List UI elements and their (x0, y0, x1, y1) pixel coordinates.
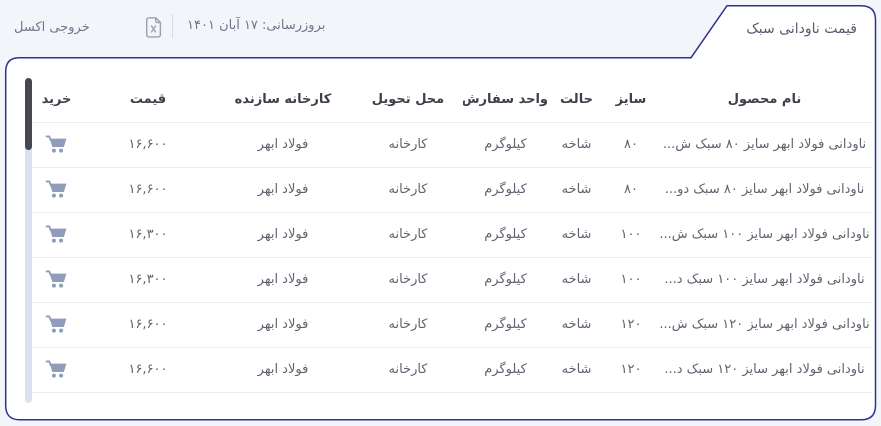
cell-product-name: ناودانی فولاد ابهر سایز ۱۲۰ سبک د... (657, 347, 872, 393)
col-header-order-unit: واحد سفارش (463, 78, 548, 123)
cell-delivery: کارخانه (353, 257, 463, 303)
cell-price: ۱۶,۶۰۰ (83, 302, 213, 348)
cell-factory: فولاد ابهر (213, 302, 353, 348)
cell-state: شاخه (548, 302, 605, 348)
cell-size: ۸۰ (605, 167, 657, 213)
cell-order-unit: کیلوگرم (463, 212, 548, 258)
cell-order-unit: کیلوگرم (463, 257, 548, 303)
cell-size: ۱۰۰ (605, 257, 657, 303)
cell-state: شاخه (548, 167, 605, 213)
toolbar-divider (172, 14, 173, 38)
col-header-factory: کارخانه سازنده (213, 78, 353, 123)
cell-buy (30, 302, 83, 348)
col-header-price: قیمت (83, 78, 213, 123)
excel-file-icon (145, 16, 162, 38)
cell-size: ۱۰۰ (605, 212, 657, 258)
table-row: ناودانی فولاد ابهر سایز ۱۰۰ سبک ش... ۱۰۰… (30, 212, 872, 258)
cell-price: ۱۶,۳۰۰ (83, 257, 213, 303)
cart-icon (45, 180, 67, 198)
cell-buy (30, 347, 83, 393)
cell-state: شاخه (548, 122, 605, 168)
excel-export-button[interactable]: خروجی اکسل (14, 14, 164, 40)
cell-price: ۱۶,۶۰۰ (83, 347, 213, 393)
col-header-delivery: محل تحویل (353, 78, 463, 123)
cell-state: شاخه (548, 347, 605, 393)
cell-buy (30, 212, 83, 258)
cell-product-name: ناودانی فولاد ابهر سایز ۸۰ سبک ش... (657, 122, 872, 168)
cell-order-unit: کیلوگرم (463, 167, 548, 213)
excel-export-label: خروجی اکسل (14, 19, 90, 35)
tab-light-channel-price: قیمت ناودانی سبک (746, 21, 857, 37)
cart-icon (45, 360, 67, 378)
cell-product-name: ناودانی فولاد ابهر سایز ۸۰ سبک دو... (657, 167, 872, 213)
cell-delivery: کارخانه (353, 122, 463, 168)
col-header-buy: خرید (30, 78, 83, 123)
cart-icon (45, 135, 67, 153)
cart-icon (45, 315, 67, 333)
col-header-size: سایز (605, 78, 657, 123)
cell-delivery: کارخانه (353, 212, 463, 258)
table-row: ناودانی فولاد ابهر سایز ۸۰ سبک دو... ۸۰ … (30, 167, 872, 213)
scrollbar-thumb[interactable] (25, 78, 32, 150)
cell-delivery: کارخانه (353, 167, 463, 213)
cell-delivery: کارخانه (353, 347, 463, 393)
cell-order-unit: کیلوگرم (463, 302, 548, 348)
cell-factory: فولاد ابهر (213, 167, 353, 213)
add-to-cart-button[interactable] (39, 176, 74, 201)
add-to-cart-button[interactable] (39, 131, 74, 156)
cell-delivery: کارخانه (353, 302, 463, 348)
cell-factory: فولاد ابهر (213, 347, 353, 393)
col-header-state: حالت (548, 78, 605, 123)
cell-product-name: ناودانی فولاد ابهر سایز ۱۲۰ سبک ش... (657, 302, 872, 348)
cell-size: ۱۲۰ (605, 347, 657, 393)
table-row: ناودانی فولاد ابهر سایز ۱۲۰ سبک د... ۱۲۰… (30, 347, 872, 393)
cell-factory: فولاد ابهر (213, 212, 353, 258)
cell-factory: فولاد ابهر (213, 122, 353, 168)
price-table: نام محصول سایز حالت واحد سفارش محل تحویل… (30, 78, 872, 393)
cell-price: ۱۶,۳۰۰ (83, 212, 213, 258)
cell-state: شاخه (548, 257, 605, 303)
cell-factory: فولاد ابهر (213, 257, 353, 303)
table-header-row: نام محصول سایز حالت واحد سفارش محل تحویل… (30, 78, 872, 123)
cell-state: شاخه (548, 212, 605, 258)
add-to-cart-button[interactable] (39, 221, 74, 246)
table-row: ناودانی فولاد ابهر سایز ۸۰ سبک ش... ۸۰ ش… (30, 122, 872, 168)
col-header-product-name: نام محصول (657, 78, 872, 123)
table-row: ناودانی فولاد ابهر سایز ۱۰۰ سبک د... ۱۰۰… (30, 257, 872, 303)
cell-product-name: ناودانی فولاد ابهر سایز ۱۰۰ سبک د... (657, 257, 872, 303)
cell-order-unit: کیلوگرم (463, 347, 548, 393)
cart-icon (45, 270, 67, 288)
add-to-cart-button[interactable] (39, 266, 74, 291)
cell-buy (30, 167, 83, 213)
cell-buy (30, 257, 83, 303)
cell-buy (30, 122, 83, 168)
vertical-scrollbar[interactable] (25, 78, 32, 403)
cell-order-unit: کیلوگرم (463, 122, 548, 168)
cell-size: ۸۰ (605, 122, 657, 168)
cell-price: ۱۶,۶۰۰ (83, 122, 213, 168)
cart-icon (45, 225, 67, 243)
add-to-cart-button[interactable] (39, 356, 74, 381)
add-to-cart-button[interactable] (39, 311, 74, 336)
cell-price: ۱۶,۶۰۰ (83, 167, 213, 213)
last-updated-text: بروزرسانی: ۱۷ آبان ۱۴۰۱ (187, 18, 326, 33)
cell-product-name: ناودانی فولاد ابهر سایز ۱۰۰ سبک ش... (657, 212, 872, 258)
cell-size: ۱۲۰ (605, 302, 657, 348)
table-row: ناودانی فولاد ابهر سایز ۱۲۰ سبک ش... ۱۲۰… (30, 302, 872, 348)
